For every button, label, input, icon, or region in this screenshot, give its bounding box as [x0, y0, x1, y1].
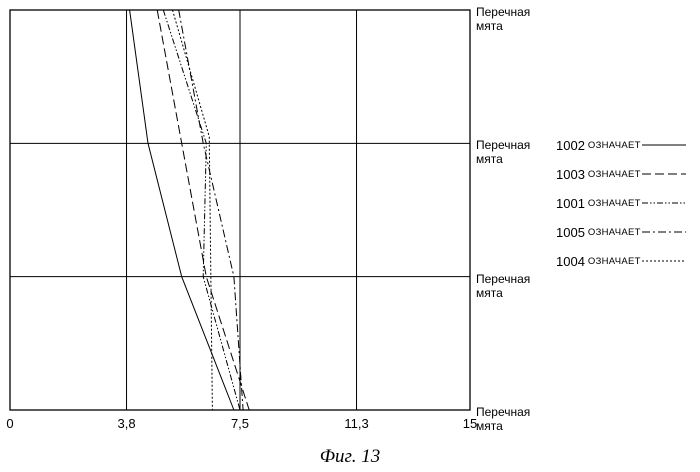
series-line-1003: [157, 10, 249, 410]
series-lines: [130, 10, 250, 410]
legend-swatch: [642, 140, 686, 150]
legend-code: 1001: [556, 196, 585, 211]
legend-swatch: [642, 169, 686, 179]
legend-item-1005: 1005ОЗНАЧАЕТ: [556, 224, 686, 240]
legend-swatch: [642, 256, 686, 266]
legend-swatch: [642, 227, 686, 237]
grid: [10, 10, 470, 410]
legend-code: 1004: [556, 254, 585, 269]
y-category-label: Перечная мята: [476, 405, 530, 433]
legend-code: 1002: [556, 138, 585, 153]
x-tick-label: 11,3: [344, 416, 368, 431]
legend-label: ОЗНАЧАЕТ: [588, 140, 641, 151]
legend-label: ОЗНАЧАЕТ: [588, 256, 641, 267]
series-line-1001: [163, 10, 240, 410]
legend-label: ОЗНАЧАЕТ: [588, 227, 641, 238]
x-tick-labels: 03,87,511,315: [6, 416, 477, 431]
x-tick-label: 3,8: [117, 416, 135, 431]
x-tick-label: 0: [6, 416, 13, 431]
legend-item-1001: 1001ОЗНАЧАЕТ: [556, 195, 686, 211]
legend-code: 1005: [556, 225, 585, 240]
y-category-label: Перечная мята: [476, 5, 530, 33]
legend-item-1002: 1002ОЗНАЧАЕТ: [556, 137, 686, 153]
y-category-label: Перечная мята: [476, 272, 530, 300]
legend-item-1004: 1004ОЗНАЧАЕТ: [556, 253, 686, 269]
x-tick-label: 7,5: [231, 416, 249, 431]
legend-code: 1003: [556, 167, 585, 182]
y-category-label: Перечная мята: [476, 138, 530, 166]
series-line-1004: [173, 10, 213, 410]
legend-item-1003: 1003ОЗНАЧАЕТ: [556, 166, 686, 182]
figure-caption: Фиг. 13: [0, 446, 700, 468]
legend-label: ОЗНАЧАЕТ: [588, 169, 641, 180]
legend-label: ОЗНАЧАЕТ: [588, 198, 641, 209]
legend-swatch: [642, 198, 686, 208]
